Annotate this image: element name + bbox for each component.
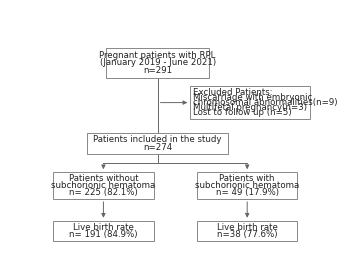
Text: n= 225 (82.1%): n= 225 (82.1%) — [69, 188, 138, 197]
Text: Patients with: Patients with — [219, 174, 275, 183]
Text: Pregnant patients with RPL: Pregnant patients with RPL — [99, 51, 216, 60]
Bar — [197, 172, 298, 199]
Bar — [87, 133, 228, 154]
Text: subchorionic hematoma: subchorionic hematoma — [51, 181, 155, 190]
Text: n=274: n=274 — [143, 143, 172, 152]
Text: Live birth rate: Live birth rate — [217, 223, 278, 232]
Text: Patients included in the study: Patients included in the study — [93, 135, 222, 144]
Bar — [190, 86, 309, 119]
Bar — [197, 221, 298, 241]
Text: Multifetal pregnancy(n=3): Multifetal pregnancy(n=3) — [194, 103, 308, 112]
Text: subchorionic hematoma: subchorionic hematoma — [195, 181, 299, 190]
Bar — [53, 172, 154, 199]
Text: (January 2019 - June 2021): (January 2019 - June 2021) — [100, 58, 216, 67]
Text: Miscarriage with embryonic: Miscarriage with embryonic — [194, 93, 313, 102]
Text: Live birth rate: Live birth rate — [73, 223, 134, 232]
Text: n= 49 (17.9%): n= 49 (17.9%) — [216, 188, 279, 197]
Text: chromosomal abnormalities(n=9): chromosomal abnormalities(n=9) — [194, 98, 338, 107]
Text: n=291: n=291 — [143, 66, 172, 75]
Text: Excluded Patients:: Excluded Patients: — [194, 88, 273, 97]
Text: Patients without: Patients without — [69, 174, 138, 183]
Text: n= 191 (84.9%): n= 191 (84.9%) — [69, 230, 138, 239]
Bar — [53, 221, 154, 241]
Text: n=38 (77.6%): n=38 (77.6%) — [217, 230, 278, 239]
Bar — [106, 48, 209, 78]
Text: Lost to follow up (n=5): Lost to follow up (n=5) — [194, 108, 292, 117]
